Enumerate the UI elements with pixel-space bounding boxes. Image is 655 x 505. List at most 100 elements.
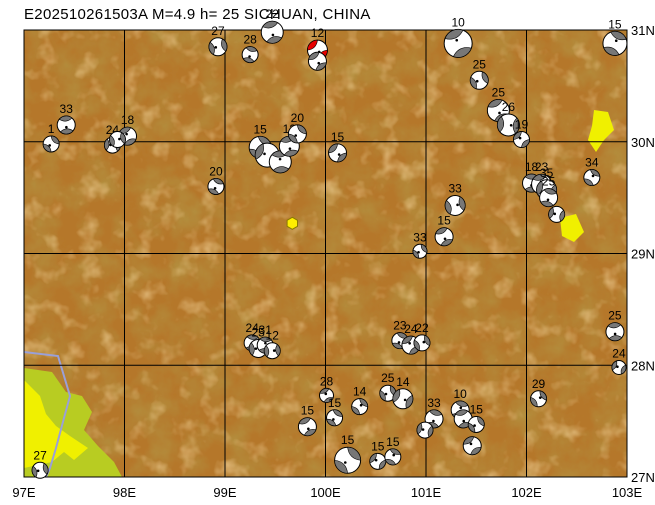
beachball-quadrant: [389, 448, 401, 455]
beachball-quadrant: [536, 180, 544, 196]
beachball-axis-dot: [591, 174, 595, 178]
beachball-axis-dot: [118, 137, 121, 141]
focal-mechanism-beachball: 14: [351, 385, 369, 416]
beachball-quadrant: [530, 397, 538, 408]
focal-mechanism-beachball: [416, 421, 434, 439]
event-depth-label: 27: [211, 24, 225, 38]
focal-mechanism-beachball: 20: [207, 164, 225, 195]
beachball-quadrant: [337, 152, 347, 163]
beachball-quadrant: [266, 36, 283, 44]
beachball-axis-dot: [264, 341, 267, 345]
event-depth-label: 33: [60, 102, 74, 116]
beachball-quadrant: [424, 334, 431, 347]
event-depth-label: 14: [396, 375, 410, 389]
beachball-quadrant: [452, 47, 472, 58]
event-depth-label: 35: [540, 166, 554, 180]
beachball-quadrant: [440, 239, 453, 247]
beachball-axis-dot: [294, 134, 298, 137]
beachball-axis-dot: [337, 153, 341, 156]
beachball-quadrant: [221, 38, 228, 52]
focal-mechanism-beachball: [462, 436, 482, 456]
beachball-axis-dot: [518, 136, 522, 140]
beachball-quadrant: [512, 117, 520, 134]
beachball-quadrant: [540, 200, 554, 207]
event-depth-label: 20: [291, 111, 305, 125]
focal-mechanism-beachball: 15: [369, 439, 387, 470]
beachball-axis-dot: [65, 125, 68, 129]
beachball-axis-dot: [538, 396, 542, 399]
lat-tick-label: 31N: [631, 23, 655, 38]
beachball-axis-dot: [509, 123, 513, 127]
beachball-axis-dot: [332, 418, 335, 421]
beachball-quadrant: [308, 52, 320, 61]
event-depth-label: 19: [515, 118, 529, 132]
focal-mechanism-beachball: 28: [319, 374, 335, 403]
event-depth-label: 15: [437, 214, 451, 228]
beachball-axis-dot: [473, 424, 476, 427]
beachball-quadrant: [610, 31, 627, 41]
beachball-quadrant: [455, 400, 469, 407]
focal-mechanism-beachball: [307, 51, 327, 71]
lowland-yellow-area-sw: [24, 380, 88, 468]
beachball-axis-dot: [456, 203, 459, 207]
beachball-quadrant: [42, 143, 52, 153]
event-depth-label: 15: [328, 396, 342, 410]
focal-mechanism-beachball: 28: [241, 33, 259, 64]
focal-mechanism-events: 2227281210153312418151220152025252619182…: [31, 7, 628, 479]
beachball-quadrant: [59, 128, 74, 135]
focal-mechanism-beachball: [268, 150, 292, 174]
beachball-quadrant: [458, 196, 466, 211]
beachball-axis-dot: [616, 365, 619, 369]
event-depth-label: 26: [502, 100, 516, 114]
event-depth-label: 18: [525, 160, 539, 174]
beachball-quadrant: [603, 46, 620, 56]
beachball-quadrant: [401, 335, 413, 344]
beachball-quadrant: [351, 406, 361, 415]
beachball-quadrant: [497, 116, 505, 133]
epicenter-marker: [286, 216, 298, 230]
beachball-axis-dot: [36, 469, 40, 473]
beachball-quadrant: [559, 209, 565, 222]
beachball-quadrant: [283, 149, 299, 157]
map-title: E202510261503A M=4.9 h= 25 SICHUAN, CHIN…: [24, 6, 371, 23]
beachball-quadrant: [254, 143, 264, 160]
focal-mechanism-beachball: 33: [444, 181, 466, 216]
beachball-axis-dot: [408, 341, 411, 345]
focal-mechanism-beachball: 15: [297, 404, 317, 437]
beachball-quadrant: [420, 244, 428, 253]
focal-mechanism-beachball: [108, 131, 126, 149]
focal-mechanism-beachball: 25: [605, 309, 625, 342]
beachball-quadrant: [429, 409, 443, 416]
event-depth-label: 24: [404, 322, 418, 336]
beachball-quadrant: [42, 462, 49, 475]
focal-mechanism-beachball: 33: [56, 102, 76, 135]
beachball-quadrant: [543, 188, 557, 195]
beachball-quadrant: [467, 422, 476, 433]
beachball-quadrant: [245, 46, 258, 52]
beachball-quadrant: [31, 465, 38, 478]
beachball-quadrant: [379, 390, 386, 402]
event-depth-label: 29: [532, 377, 546, 391]
beachball-axis-dot: [392, 453, 396, 457]
lat-tick-label: 30N: [631, 135, 655, 150]
beachball-quadrant: [539, 390, 547, 401]
beachball-axis-dot: [443, 237, 447, 241]
beachball-quadrant: [427, 425, 434, 438]
beachball-quadrant: [454, 409, 469, 416]
beachball-quadrant: [298, 417, 311, 425]
focal-mechanism-beachball: 19: [512, 118, 530, 149]
beachball-axis-dot: [213, 186, 217, 190]
beachball-axis-dot: [324, 392, 328, 396]
beachball-axis-dot: [397, 341, 401, 344]
beachball-quadrant: [369, 453, 377, 464]
beachball-quadrant: [487, 99, 503, 108]
focal-mechanism-beachball: 1: [42, 122, 60, 153]
beachball-quadrant: [359, 398, 368, 407]
beachball-quadrant: [297, 124, 307, 135]
beachball-axis-dot: [317, 61, 321, 65]
beachball-axis-dot: [469, 442, 473, 446]
beachball-quadrant: [288, 133, 298, 144]
beachball-quadrant: [590, 169, 601, 177]
focal-mechanism-beachball: 15: [602, 17, 628, 56]
